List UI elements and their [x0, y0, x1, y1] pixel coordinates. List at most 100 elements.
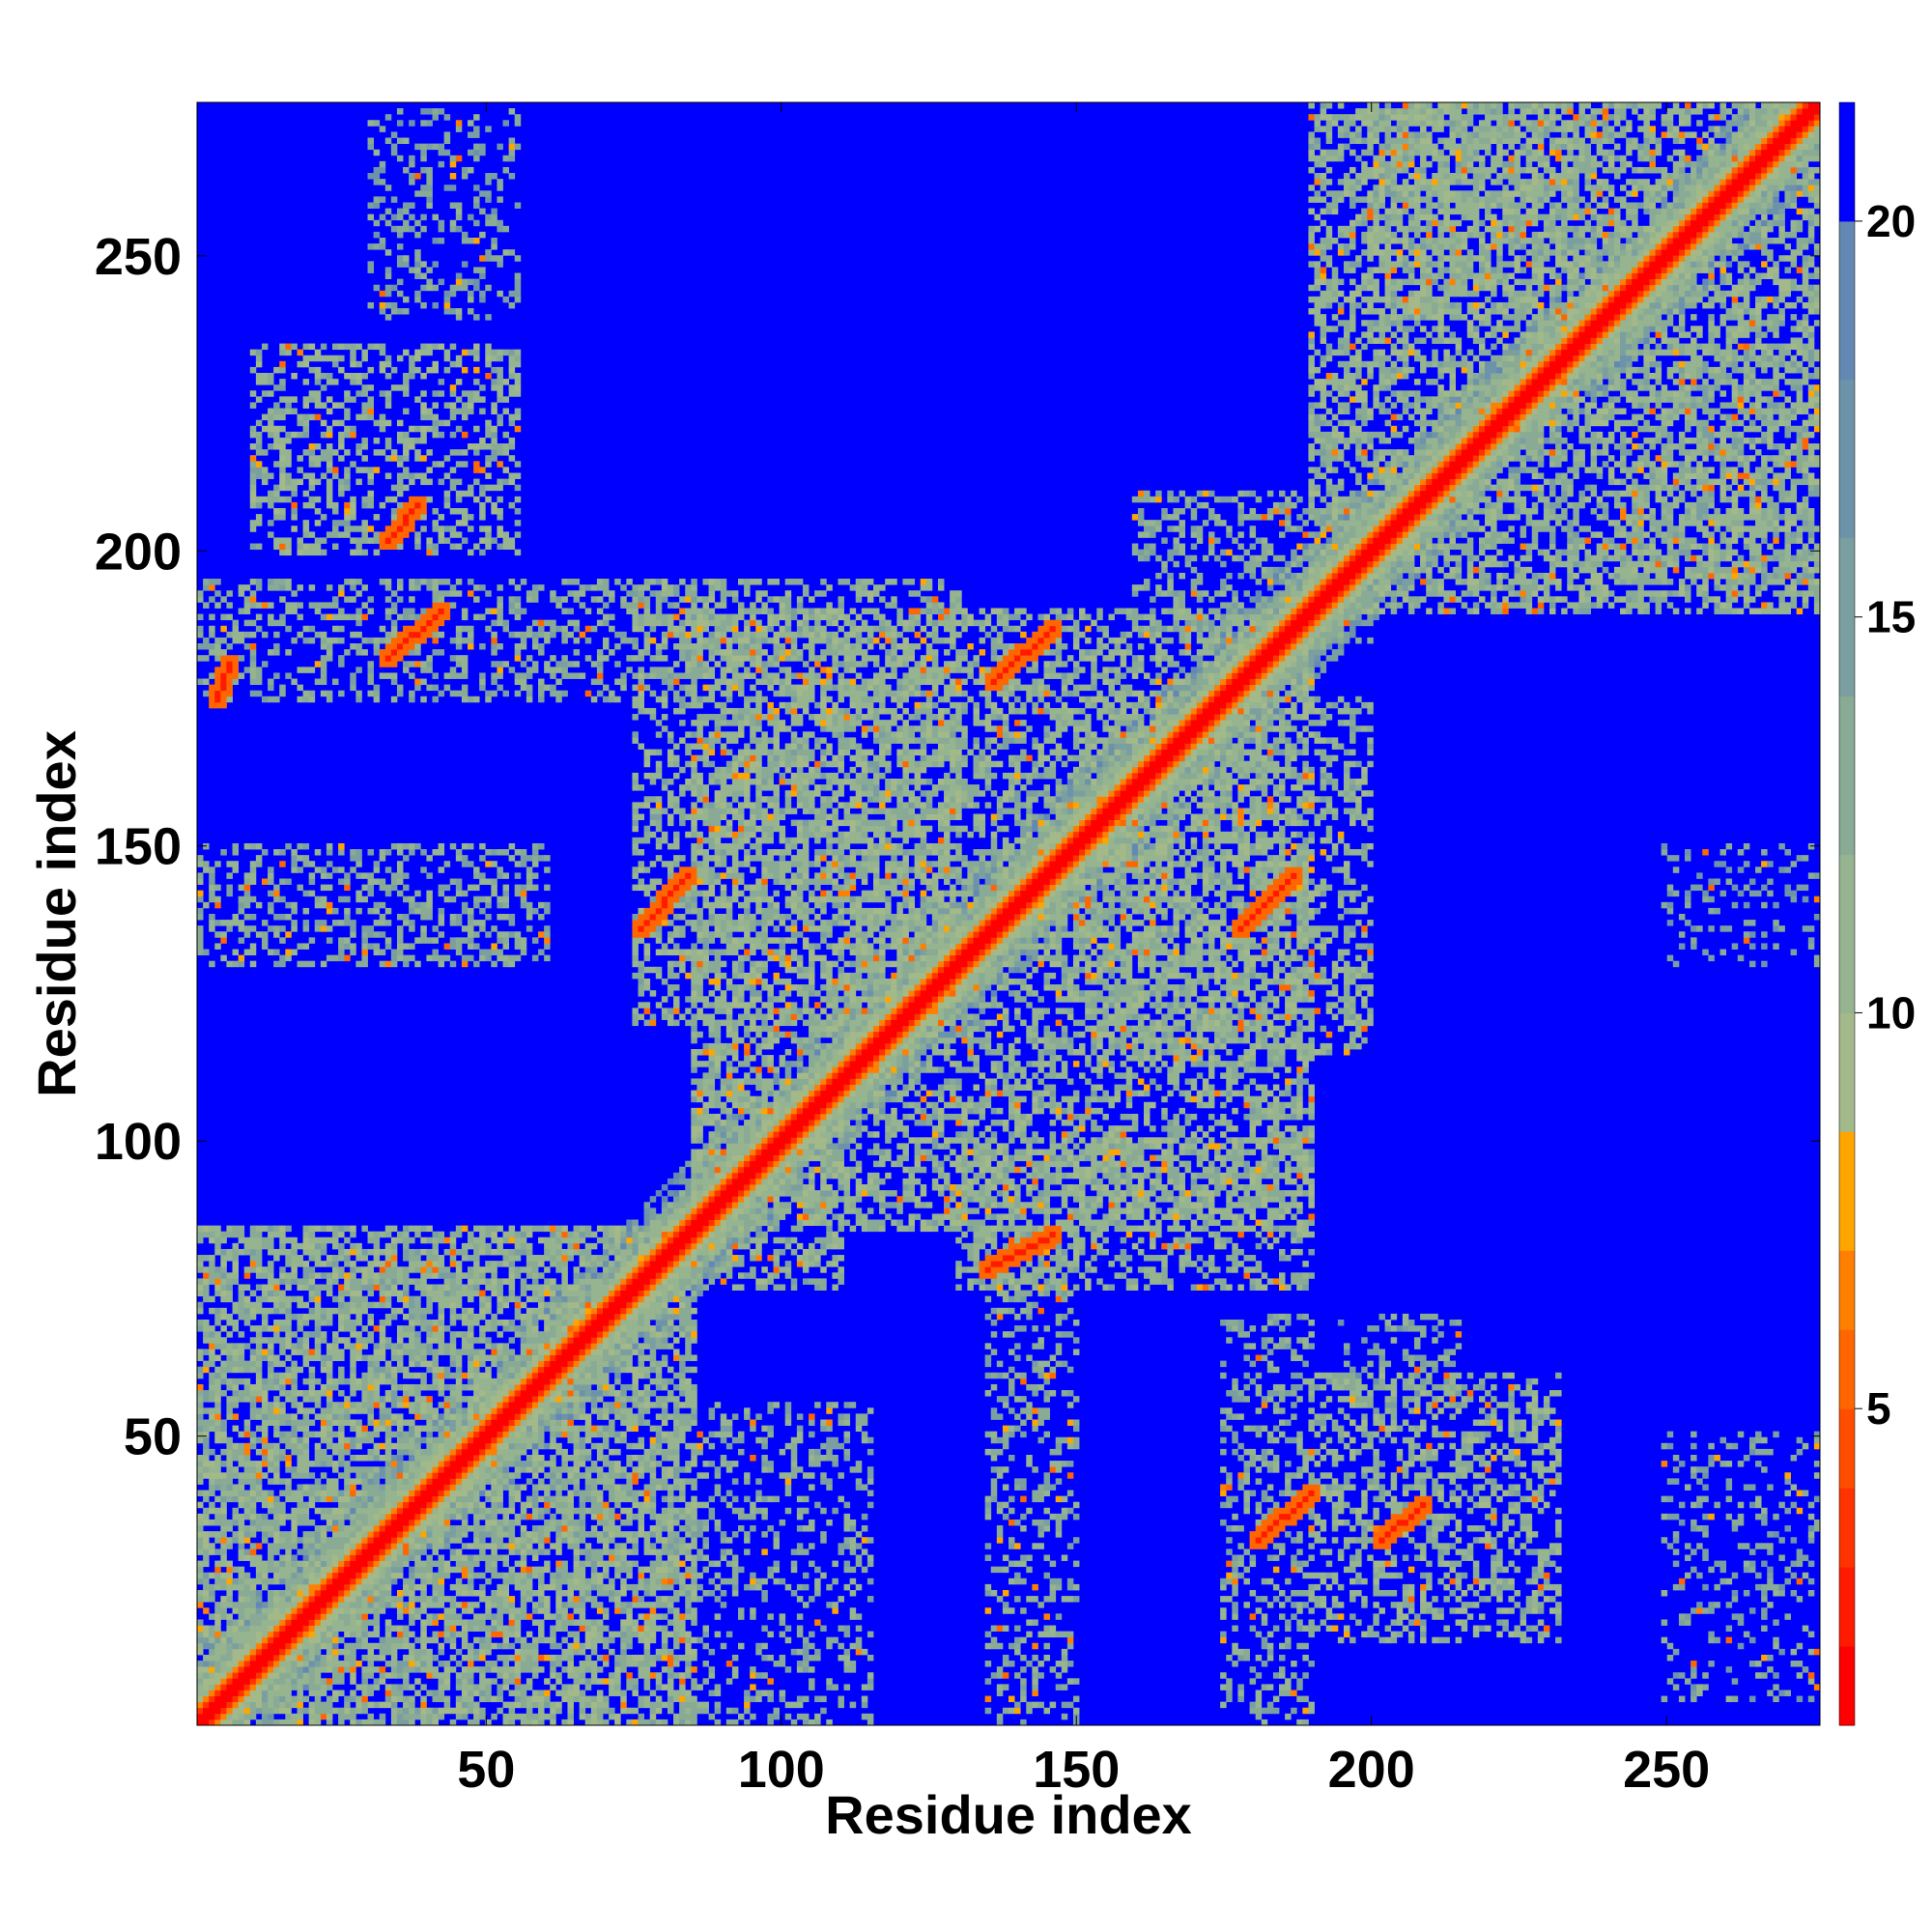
heatmap-cell — [368, 497, 374, 502]
heatmap-cell — [285, 1632, 291, 1637]
heatmap-cell — [361, 1584, 367, 1590]
heatmap-cell — [244, 1613, 250, 1619]
heatmap-cell — [426, 1302, 432, 1308]
heatmap-cell — [327, 379, 332, 384]
heatmap-cell — [355, 1291, 361, 1296]
heatmap-cell — [409, 626, 414, 632]
heatmap-cell — [197, 655, 203, 661]
heatmap-cell — [479, 467, 485, 472]
heatmap-cell — [385, 1643, 391, 1649]
heatmap-cell — [479, 232, 485, 238]
heatmap-cell — [374, 514, 380, 520]
heatmap-cell — [391, 285, 397, 291]
heatmap-cell — [368, 1373, 374, 1378]
heatmap-cell — [361, 1596, 367, 1602]
heatmap-cell — [397, 1349, 403, 1354]
heatmap-cell — [344, 1249, 350, 1255]
heatmap-cell — [409, 173, 414, 179]
heatmap-cell — [426, 1461, 432, 1466]
heatmap-cell — [374, 420, 380, 426]
heatmap-cell — [414, 1484, 420, 1490]
heatmap-cell — [462, 1690, 468, 1695]
heatmap-cell — [256, 1243, 262, 1249]
heatmap-cell — [409, 361, 414, 367]
heatmap-cell — [327, 1284, 332, 1290]
heatmap-cell — [473, 114, 479, 120]
heatmap-cell — [368, 1672, 374, 1678]
heatmap-cell — [420, 344, 426, 350]
heatmap-cell — [315, 537, 321, 543]
heatmap-cell — [332, 1678, 338, 1684]
heatmap-cell — [485, 1378, 491, 1384]
heatmap-cell — [239, 1378, 244, 1384]
heatmap-cell — [391, 1554, 397, 1560]
heatmap-cell — [462, 414, 468, 420]
heatmap-cell — [250, 661, 256, 667]
heatmap-cell — [239, 1302, 244, 1308]
heatmap-cell — [391, 1261, 397, 1266]
heatmap-cell — [397, 1543, 403, 1548]
heatmap-cell — [338, 937, 344, 943]
heatmap-cell — [285, 931, 291, 937]
heatmap-cell — [473, 1478, 479, 1484]
heatmap-cell — [385, 355, 391, 361]
heatmap-cell — [214, 1314, 220, 1320]
heatmap-cell — [380, 1349, 385, 1354]
heatmap-cell — [332, 908, 338, 914]
heatmap-cell — [485, 1426, 491, 1432]
heatmap-cell — [256, 902, 262, 908]
heatmap-cell — [309, 1531, 315, 1537]
heatmap-cell — [432, 1478, 438, 1484]
heatmap-cell — [303, 1531, 309, 1537]
heatmap-cell — [380, 449, 385, 455]
heatmap-cell — [380, 1266, 385, 1272]
heatmap-cell — [361, 1337, 367, 1343]
heatmap-cell — [226, 1472, 232, 1478]
heatmap-cell — [344, 344, 350, 350]
heatmap-cell — [279, 579, 285, 584]
heatmap-cell — [391, 1443, 397, 1449]
heatmap-cell — [262, 449, 268, 455]
heatmap-cell — [297, 1672, 302, 1678]
heatmap-cell — [380, 126, 385, 131]
heatmap-cell — [273, 438, 279, 443]
heatmap-cell — [214, 672, 220, 678]
heatmap-cell — [315, 497, 321, 502]
heatmap-cell — [385, 209, 391, 214]
heatmap-cell — [315, 1378, 321, 1384]
heatmap-cell — [273, 1284, 279, 1290]
heatmap-cell — [439, 1543, 444, 1548]
heatmap-cell — [361, 550, 367, 555]
heatmap-cell — [432, 1543, 438, 1548]
heatmap-cell — [355, 361, 361, 367]
heatmap-cell — [432, 108, 438, 114]
heatmap-cell — [244, 1502, 250, 1508]
heatmap-cell — [273, 891, 279, 896]
heatmap-cell — [350, 1719, 355, 1725]
heatmap-cell — [303, 1607, 309, 1613]
heatmap-cell — [321, 1355, 327, 1361]
heatmap-cell — [197, 1502, 203, 1508]
heatmap-cell — [214, 1714, 220, 1719]
heatmap-cell — [332, 1602, 338, 1607]
heatmap-cell — [285, 350, 291, 355]
heatmap-cell — [439, 1573, 444, 1578]
heatmap-cell — [409, 649, 414, 655]
heatmap-cell — [244, 608, 250, 613]
heatmap-cell — [473, 1496, 479, 1502]
heatmap-cell — [361, 1666, 367, 1672]
heatmap-cell — [244, 1396, 250, 1402]
heatmap-cell — [197, 1478, 203, 1484]
heatmap-cell — [250, 1632, 256, 1637]
heatmap-cell — [414, 273, 420, 279]
heatmap-cell — [220, 1714, 226, 1719]
heatmap-cell — [468, 1443, 473, 1449]
heatmap-cell — [309, 691, 315, 696]
heatmap-cell — [385, 1343, 391, 1349]
heatmap-cell — [256, 1561, 262, 1567]
heatmap-cell — [338, 661, 344, 667]
heatmap-cell — [468, 1525, 473, 1531]
heatmap-cell — [420, 1407, 426, 1413]
heatmap-cell — [350, 1384, 355, 1390]
heatmap-cell — [444, 150, 450, 156]
